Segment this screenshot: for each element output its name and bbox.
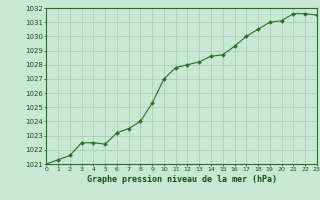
X-axis label: Graphe pression niveau de la mer (hPa): Graphe pression niveau de la mer (hPa) xyxy=(87,175,276,184)
